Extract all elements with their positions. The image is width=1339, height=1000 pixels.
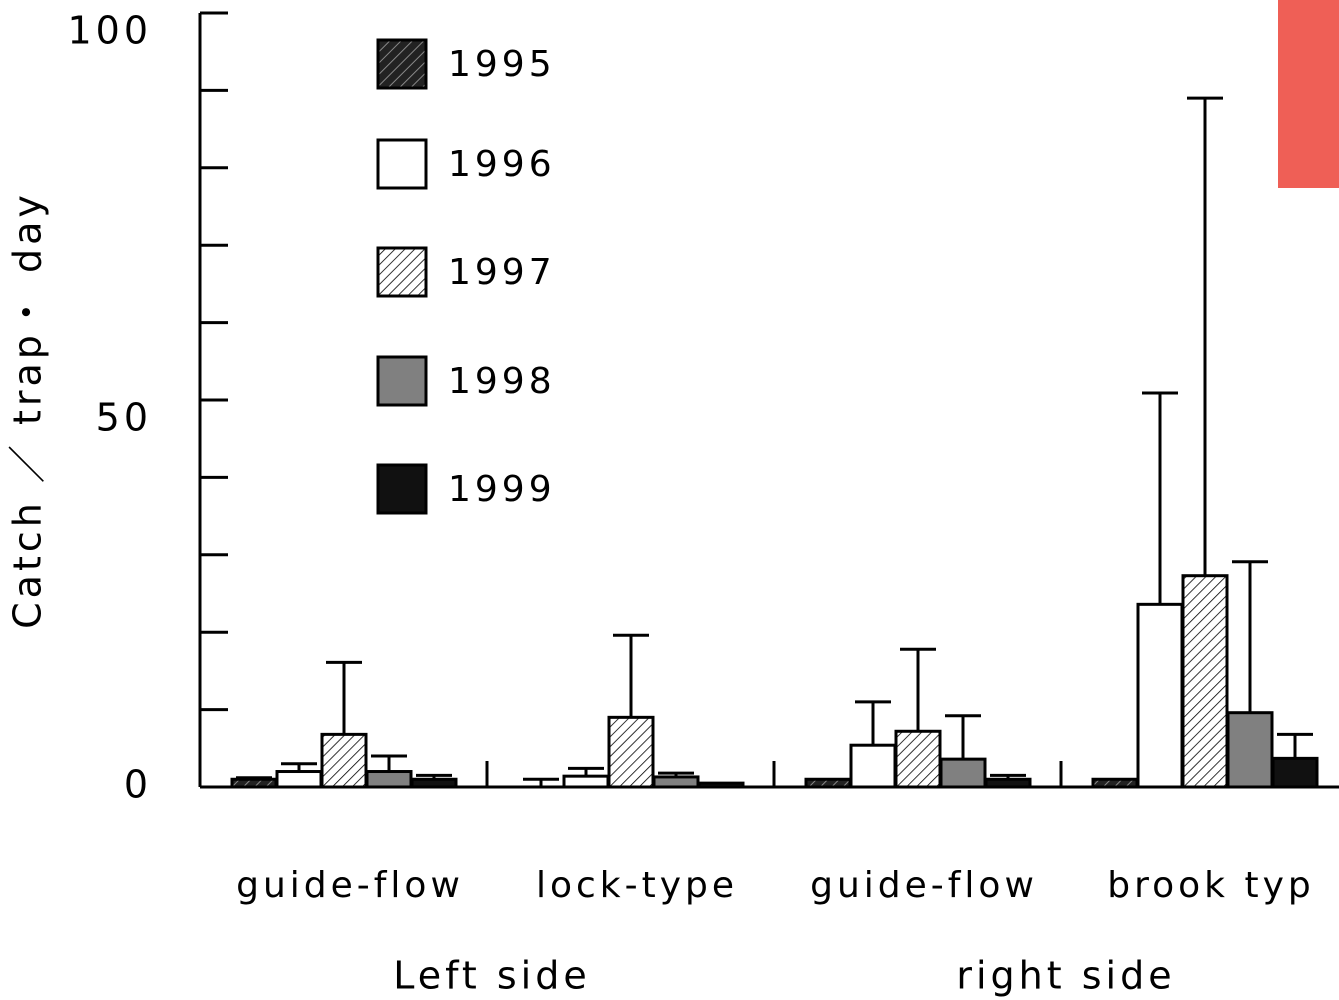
bar	[984, 777, 1032, 789]
x-tick-label: lock-type	[536, 865, 738, 906]
legend-swatch	[376, 138, 428, 190]
bar	[562, 774, 610, 789]
bar	[1136, 602, 1184, 789]
bar	[1181, 574, 1229, 789]
y-tick-label: 0	[124, 763, 152, 807]
bar	[410, 777, 458, 789]
legend-label: 1996	[448, 144, 556, 185]
bar	[849, 743, 897, 789]
y-axis-label: Catch ／ trap・ day	[6, 191, 50, 629]
bar	[230, 777, 278, 789]
bar	[939, 757, 987, 789]
bar	[1271, 756, 1319, 789]
y-tick-label: 50	[96, 396, 152, 440]
bar	[320, 732, 368, 789]
x-tick-label: guide-flow	[810, 865, 1038, 906]
legend-swatch	[376, 246, 428, 298]
decoration	[1278, 0, 1339, 188]
bar	[697, 781, 745, 789]
bar	[1226, 711, 1274, 789]
bar	[894, 729, 942, 789]
bar	[652, 775, 700, 789]
legend-swatch	[376, 463, 428, 515]
group-label: right side	[956, 954, 1175, 998]
y-tick-label: 100	[67, 9, 152, 53]
bar	[365, 770, 413, 789]
x-tick-label: brook typ	[1107, 865, 1314, 906]
bar	[275, 770, 323, 789]
legend-label: 1998	[448, 361, 556, 402]
legend-swatch	[376, 355, 428, 407]
legend-label: 1995	[448, 44, 556, 85]
x-tick-label: guide-flow	[236, 865, 464, 906]
bar	[1091, 777, 1139, 789]
bar	[804, 777, 852, 789]
bar	[607, 715, 655, 789]
legend-swatch	[376, 38, 428, 90]
legend-label: 1997	[448, 252, 556, 293]
legend-label: 1999	[448, 469, 556, 510]
group-label: Left side	[393, 954, 590, 998]
